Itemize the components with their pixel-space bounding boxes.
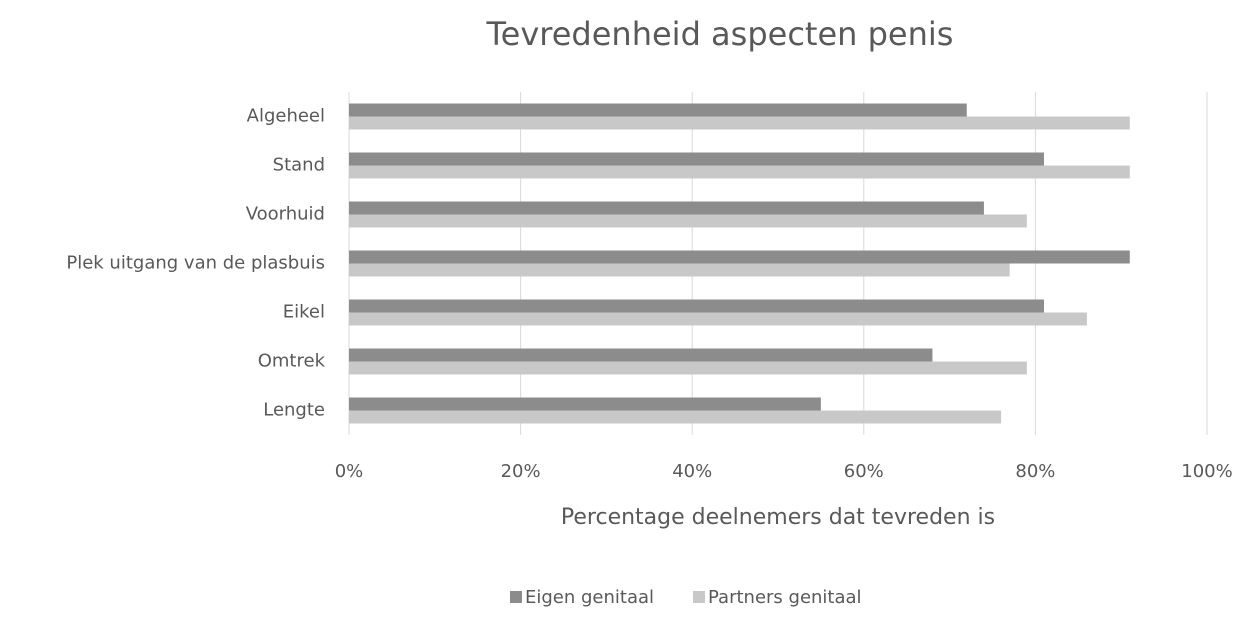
bar (349, 116, 1130, 130)
y-tick-label: Plek uitgang van de plasbuis (66, 253, 325, 274)
legend-swatch (510, 591, 522, 603)
bar (349, 214, 1027, 228)
bar (349, 312, 1087, 326)
y-tick-label: Eikel (283, 302, 325, 323)
x-tick-label: 60% (844, 461, 884, 482)
chart-title: Tevredenheid aspecten penis (486, 15, 954, 53)
x-axis-title: Percentage deelnemers dat tevreden is (561, 505, 995, 530)
y-tick-label: Stand (273, 155, 325, 176)
y-tick-label: Omtrek (258, 351, 326, 372)
bar (349, 348, 933, 362)
bar (349, 410, 1002, 424)
bar (349, 103, 967, 117)
bar (349, 397, 821, 411)
legend-swatch (693, 591, 705, 603)
legend-label: Partners genitaal (708, 587, 862, 608)
bar (349, 299, 1044, 313)
x-tick-label: 40% (672, 461, 712, 482)
bar (349, 263, 1010, 277)
bar (349, 152, 1044, 166)
x-tick-label: 100% (1181, 461, 1232, 482)
y-tick-label: Lengte (263, 400, 325, 421)
y-tick-label: Voorhuid (246, 204, 325, 225)
bar (349, 165, 1130, 179)
y-tick-label: Algeheel (247, 106, 325, 127)
x-tick-label: 20% (501, 461, 541, 482)
bar (349, 361, 1027, 375)
bar (349, 250, 1130, 264)
bar (349, 201, 984, 215)
legend-label: Eigen genitaal (525, 587, 654, 608)
x-tick-label: 0% (335, 461, 364, 482)
x-tick-label: 80% (1015, 461, 1055, 482)
